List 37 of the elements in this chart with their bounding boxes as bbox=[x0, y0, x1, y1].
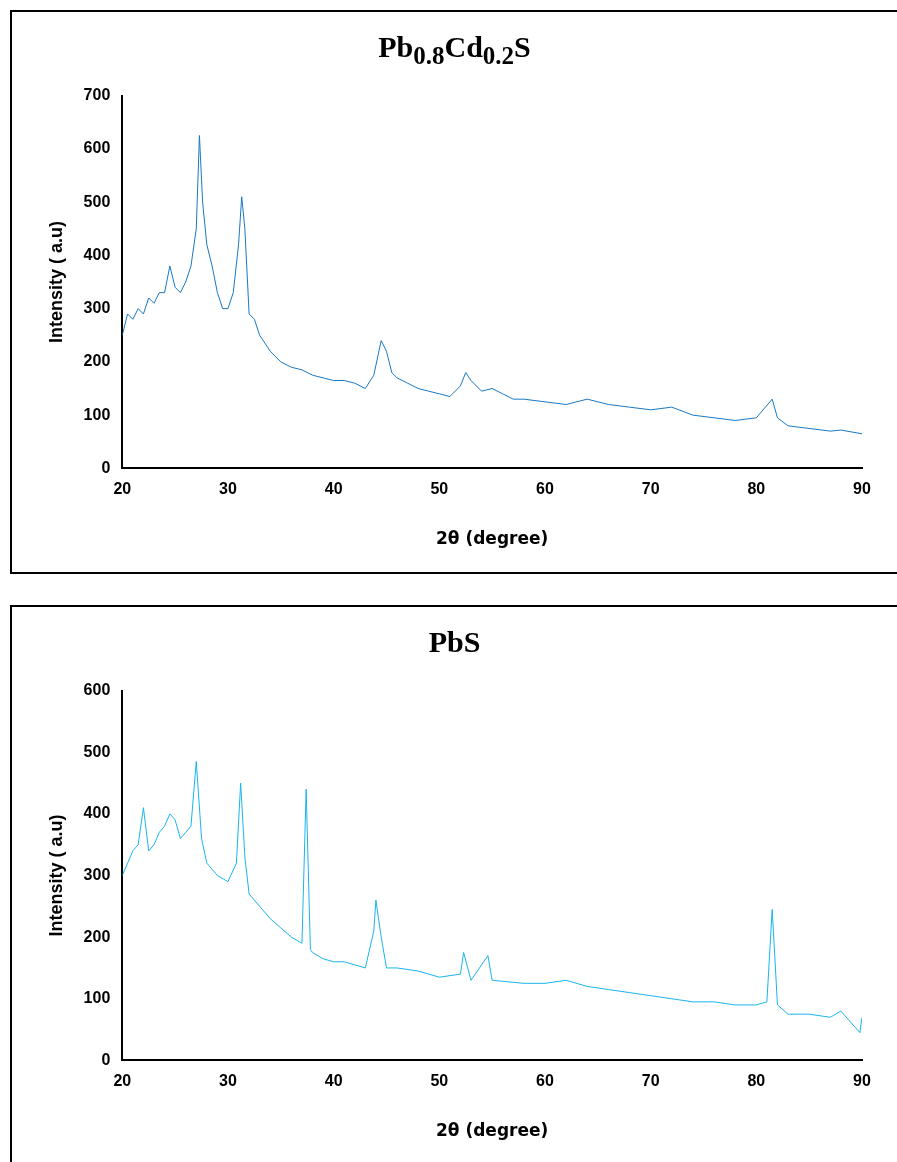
y-tick-label: 200 bbox=[83, 927, 111, 945]
x-tick-label: 90 bbox=[853, 1072, 871, 1090]
x-tick-label: 20 bbox=[113, 480, 132, 498]
x-tick-label: 40 bbox=[324, 1072, 343, 1090]
x-tick-label: 20 bbox=[113, 1072, 132, 1090]
x-tick-label: 40 bbox=[324, 480, 343, 498]
y-tick-label: 200 bbox=[83, 352, 111, 370]
x-axis-title: 2θ (degree) bbox=[436, 1120, 549, 1141]
y-tick-label: 0 bbox=[101, 1050, 111, 1068]
x-tick-label: 50 bbox=[430, 480, 449, 498]
x-tick-label: 60 bbox=[536, 1072, 554, 1090]
y-tick-label: 600 bbox=[83, 681, 111, 699]
y-tick-label: 600 bbox=[83, 139, 111, 157]
x-tick-label: 90 bbox=[853, 480, 871, 498]
chart-title: PbS bbox=[427, 625, 482, 660]
x-tick-label: 70 bbox=[641, 1072, 660, 1090]
y-tick-label: 700 bbox=[83, 86, 111, 104]
y-tick-label: 500 bbox=[83, 192, 111, 210]
y-tick-label: 100 bbox=[83, 989, 111, 1007]
y-tick-label: 300 bbox=[83, 865, 111, 883]
x-tick-label: 30 bbox=[219, 480, 237, 498]
x-tick-label: 30 bbox=[219, 1072, 237, 1090]
x-tick-label: 80 bbox=[747, 1072, 766, 1090]
y-tick-label: 100 bbox=[83, 405, 111, 423]
x-tick-label: 50 bbox=[430, 1072, 449, 1090]
y-tick-label: 300 bbox=[83, 299, 111, 317]
x-axis-title: 2θ (degree) bbox=[436, 528, 549, 549]
x-tick-label: 70 bbox=[641, 480, 660, 498]
x-tick-label: 80 bbox=[747, 480, 766, 498]
y-tick-label: 400 bbox=[83, 245, 111, 263]
y-tick-label: 400 bbox=[83, 804, 111, 822]
chart-title: Pb$_{0.8}$Cd$_{0.2}$S bbox=[377, 30, 532, 71]
y-axis-title: Intensity ( a.u) bbox=[45, 814, 66, 937]
x-tick-label: 60 bbox=[536, 480, 554, 498]
y-tick-label: 0 bbox=[101, 458, 111, 476]
y-axis-title: Intensity ( a.u) bbox=[45, 220, 66, 344]
y-tick-label: 500 bbox=[83, 742, 111, 760]
